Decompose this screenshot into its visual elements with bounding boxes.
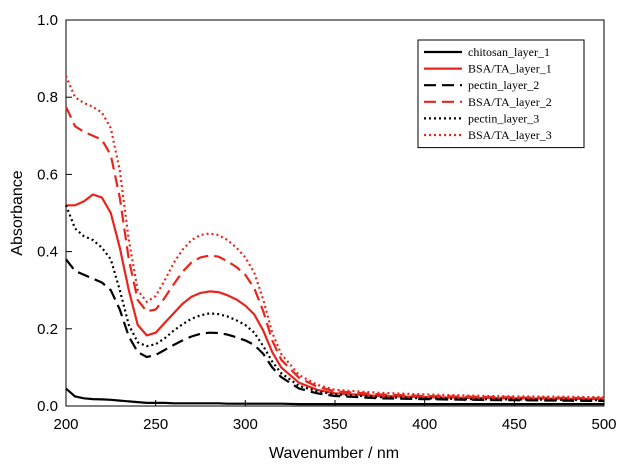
series-line-5 (64, 204, 605, 402)
y-tick-label: 0.0 (37, 398, 58, 415)
y-tick-label: 0.2 (37, 321, 58, 338)
x-tick-label: 350 (322, 416, 347, 433)
legend-label: pectin_layer_3 (468, 111, 539, 125)
x-axis-title: Wavenumber / nm (269, 445, 399, 462)
y-tick-label: 0.6 (37, 166, 58, 183)
x-tick-label: 400 (412, 416, 437, 433)
x-axis: 200 250 300 350 400 450 500 (53, 400, 617, 433)
y-axis: 0.0 0.2 0.4 0.6 0.8 1.0 (37, 12, 72, 415)
legend-label: pectin_layer_2 (468, 78, 539, 92)
legend-box (417, 39, 585, 149)
legend: chitosan_layer_1 BSA/TA_layer_1 pectin_lay… (417, 39, 585, 149)
series-line-4 (65, 106, 605, 400)
series-line-1 (65, 387, 604, 406)
x-tick-label: 500 (591, 416, 616, 433)
legend-label: chitosan_layer_1 (468, 45, 550, 59)
y-tick-label: 0.4 (37, 244, 58, 261)
series-line-3 (65, 258, 605, 403)
x-tick-label: 200 (53, 416, 78, 433)
x-tick-label: 450 (502, 416, 527, 433)
legend-label: BSA/TA_layer_1 (468, 62, 552, 76)
y-tick-label: 1.0 (37, 12, 58, 29)
legend-label: BSA/TA_layer_3 (468, 128, 552, 142)
x-tick-label: 250 (143, 416, 168, 433)
series-line-2 (66, 193, 605, 401)
y-axis-title: Absorbance (9, 170, 26, 255)
x-tick-label: 300 (233, 416, 258, 433)
y-tick-label: 0.8 (37, 89, 58, 106)
legend-label: BSA/TA_layer_2 (468, 95, 552, 109)
